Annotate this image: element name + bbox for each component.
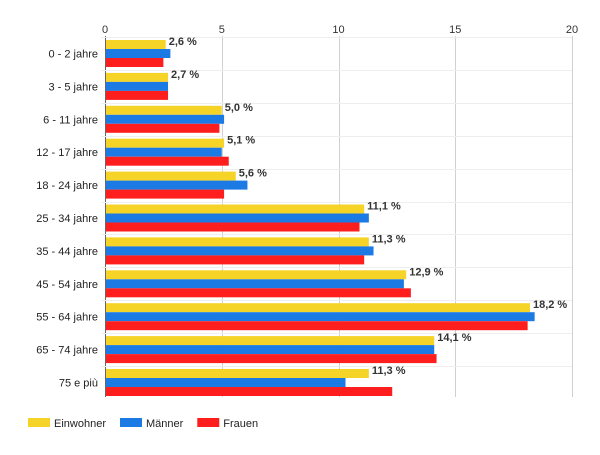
bar-frauen[interactable] (106, 387, 393, 396)
bar-einwohner[interactable] (106, 270, 407, 280)
bar-männer[interactable] (106, 246, 374, 256)
data-label: 11,3 % (372, 365, 406, 377)
category-label: 75 e più (59, 378, 98, 390)
bar-einwohner[interactable] (106, 204, 365, 214)
grid-lines (101, 36, 573, 397)
category-label: 18 - 24 jahre (36, 180, 98, 192)
data-label: 5,1 % (227, 135, 255, 147)
bar-einwohner[interactable] (106, 303, 530, 313)
category-label: 45 - 54 jahre (36, 279, 98, 291)
bar-frauen[interactable] (106, 189, 225, 199)
bar-männer[interactable] (106, 49, 171, 58)
category-label: 12 - 17 jahre (36, 147, 98, 159)
data-label: 2,6 % (169, 36, 197, 48)
bar-frauen[interactable] (106, 123, 220, 133)
bar-frauen[interactable] (106, 156, 229, 166)
x-tick-label: 5 (219, 24, 225, 36)
x-axis-ticks: 0 5 10 15 20 (102, 24, 578, 36)
legend-swatch-frauen (197, 418, 220, 427)
data-label: 14,1 % (437, 332, 471, 344)
legend-label-einwohner: Einwohner (54, 418, 106, 430)
bar-männer[interactable] (106, 345, 435, 355)
x-tick-label: 15 (449, 24, 461, 36)
bar-frauen[interactable] (106, 354, 437, 364)
data-label: 2,7 % (171, 69, 199, 81)
x-tick-label: 20 (566, 24, 578, 36)
legend-label-männer: Männer (146, 418, 184, 430)
legend-swatch-einwohner (28, 418, 50, 427)
category-label: 35 - 44 jahre (36, 246, 98, 258)
category-label: 25 - 34 jahre (36, 213, 98, 225)
bar-frauen[interactable] (106, 288, 411, 298)
data-label: 5,6 % (239, 168, 267, 180)
bars (106, 40, 535, 396)
legend: Einwohner Männer Frauen (28, 418, 258, 430)
bar-männer[interactable] (106, 213, 369, 223)
bar-einwohner[interactable] (106, 72, 169, 82)
bar-männer[interactable] (106, 147, 222, 157)
category-label: 65 - 74 jahre (36, 345, 98, 357)
data-label: 5,0 % (225, 102, 253, 114)
bar-einwohner[interactable] (106, 105, 222, 115)
data-labels: 2,6 % 2,7 % 5,0 % 5,1 % 5,6 % 11,1 % 11,3 % 12,… (169, 36, 568, 377)
data-label: 11,1 % (367, 201, 401, 213)
legend-label-frauen: Frauen (223, 418, 258, 430)
legend-swatch-männer (119, 418, 142, 427)
bar-frauen[interactable] (106, 58, 164, 67)
category-label: 55 - 64 jahre (36, 312, 98, 324)
data-label: 11,3 % (372, 233, 406, 245)
bar-männer[interactable] (106, 180, 248, 190)
bar-männer[interactable] (106, 312, 535, 322)
category-labels: 0 - 2 jahre 3 - 5 jahre 6 - 11 jahre 12 - 1… (36, 49, 98, 390)
bar-frauen[interactable] (106, 90, 169, 100)
category-label: 6 - 11 jahre (43, 114, 98, 126)
bar-einwohner[interactable] (106, 369, 369, 378)
bar-frauen[interactable] (106, 222, 360, 232)
data-label: 12,9 % (409, 266, 443, 278)
bar-einwohner[interactable] (106, 171, 236, 181)
x-tick-label: 0 (102, 24, 108, 36)
bar-einwohner[interactable] (106, 40, 166, 49)
bar-männer[interactable] (106, 378, 346, 387)
x-tick-label: 10 (332, 24, 344, 36)
bar-männer[interactable] (106, 279, 404, 289)
bar-männer[interactable] (106, 81, 169, 91)
bar-einwohner[interactable] (106, 138, 225, 148)
bar-einwohner[interactable] (106, 237, 369, 247)
bar-frauen[interactable] (106, 255, 365, 265)
data-label: 18,2 % (533, 299, 567, 311)
category-label: 3 - 5 jahre (48, 81, 98, 93)
category-label: 0 - 2 jahre (48, 49, 98, 61)
bar-frauen[interactable] (106, 321, 528, 331)
bar-männer[interactable] (106, 114, 225, 124)
bar-einwohner[interactable] (106, 336, 435, 346)
